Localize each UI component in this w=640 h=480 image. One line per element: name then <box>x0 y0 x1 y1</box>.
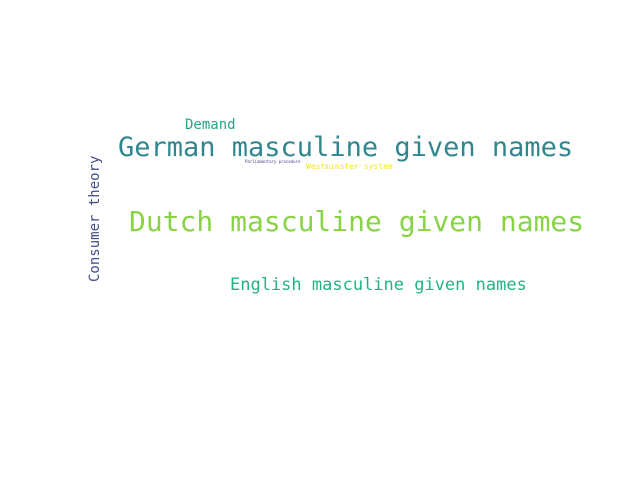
word-english-masculine-given-names: English masculine given names <box>230 275 527 295</box>
word-consumer-theory: Consumer theory <box>87 155 103 282</box>
word-parliamentary-procedure: Parliamentary procedure <box>245 159 301 164</box>
word-demand: Demand <box>185 117 236 133</box>
word-dutch-masculine-given-names: Dutch masculine given names <box>129 205 585 238</box>
word-german-masculine-given-names: German masculine given names <box>118 132 574 163</box>
word-westminster-system: Westminster system <box>306 162 393 171</box>
